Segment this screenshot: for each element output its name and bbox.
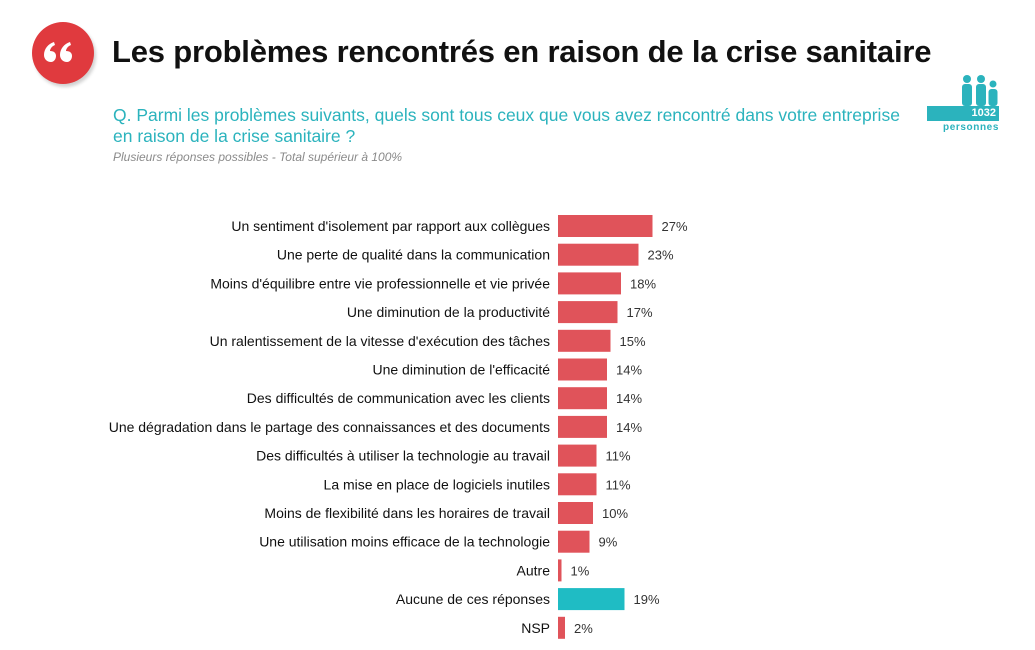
bar <box>558 616 565 639</box>
value-label: 17% <box>627 305 653 320</box>
page-title: Les problèmes rencontrés en raison de la… <box>112 34 932 69</box>
value-label: 18% <box>630 276 656 291</box>
note-text: Plusieurs réponses possibles - Total sup… <box>113 150 403 164</box>
value-label: 14% <box>616 391 642 406</box>
bar <box>558 272 621 295</box>
bar <box>558 387 607 410</box>
category-label: Autre <box>517 562 551 578</box>
bar <box>558 559 562 582</box>
question-text: Q. Parmi les problèmes suivants, quels s… <box>113 105 900 146</box>
value-label: 2% <box>574 621 593 636</box>
category-label: La mise en place de logiciels inutiles <box>324 476 550 492</box>
value-label: 1% <box>571 563 590 578</box>
value-label: 19% <box>634 592 660 607</box>
category-label: Un ralentissement de la vitesse d'exécut… <box>210 333 550 349</box>
category-label: Aucune de ces réponses <box>396 591 550 607</box>
sample-count-box: 1032 <box>927 106 999 121</box>
category-label: Moins de flexibilité dans les horaires d… <box>264 505 550 521</box>
sample-count: 1032 <box>971 107 996 119</box>
category-label: Un sentiment d'isolement par rapport aux… <box>231 218 550 234</box>
people-icon <box>962 75 998 106</box>
bar <box>558 215 653 237</box>
category-label: Une diminution de la productivité <box>347 304 550 320</box>
value-label: 15% <box>620 334 646 349</box>
bar <box>558 329 611 352</box>
value-label: 11% <box>606 449 631 464</box>
category-label: Une dégradation dans le partage des conn… <box>109 419 550 435</box>
value-label: 14% <box>616 420 642 435</box>
category-label: Des difficultés de communication avec le… <box>247 390 550 406</box>
category-label: Une perte de qualité dans la communicati… <box>277 247 550 263</box>
value-label: 27% <box>662 219 688 234</box>
value-label: 14% <box>616 363 642 378</box>
sample-size-indicator: 1032 personnes <box>927 74 999 136</box>
bar <box>558 301 618 324</box>
bar <box>558 444 597 467</box>
quote-icon <box>44 42 72 62</box>
category-label: Une utilisation moins efficace de la tec… <box>259 534 550 550</box>
bar <box>558 415 607 438</box>
category-label: Des difficultés à utiliser la technologi… <box>256 448 550 464</box>
value-label: 9% <box>599 535 618 550</box>
bar <box>558 530 590 553</box>
bar <box>558 588 625 611</box>
value-label: 23% <box>648 248 674 263</box>
value-label: 10% <box>602 506 628 521</box>
bar <box>558 473 597 496</box>
bar <box>558 502 593 524</box>
bar <box>558 243 639 266</box>
sample-label: personnes <box>943 122 999 133</box>
value-label: 11% <box>606 477 631 492</box>
category-label: Moins d'équilibre entre vie professionne… <box>210 275 550 291</box>
category-label: Une diminution de l'efficacité <box>372 362 550 378</box>
category-label: NSP <box>521 620 550 636</box>
bar <box>558 358 607 381</box>
quote-badge <box>32 22 94 84</box>
